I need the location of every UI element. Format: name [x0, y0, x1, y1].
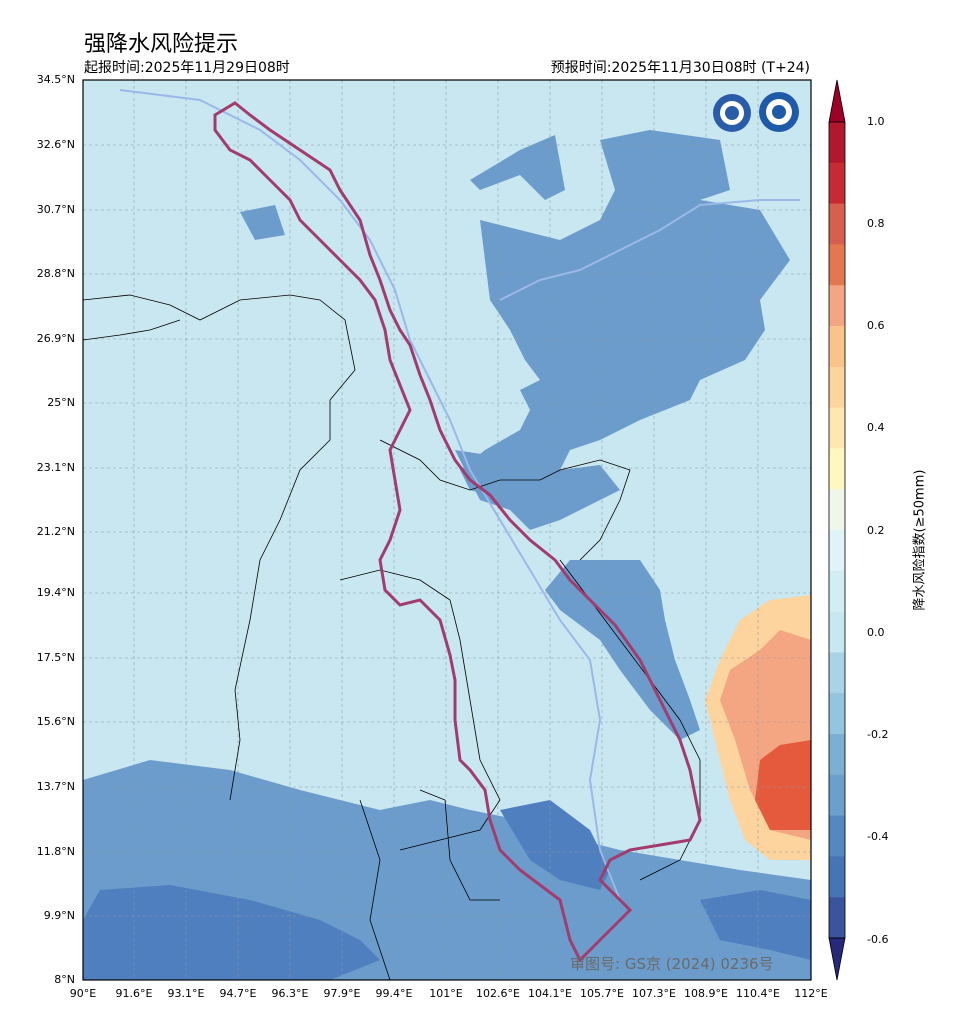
y-tick-label: 8°N — [54, 973, 75, 986]
colorbar-segment — [829, 326, 845, 368]
x-tick-label: 97.9°E — [323, 987, 361, 1000]
colorbar — [828, 79, 846, 981]
colorbar-segment — [829, 856, 845, 898]
colorbar-segment — [829, 815, 845, 857]
colorbar-tick-label: 1.0 — [867, 115, 885, 128]
colorbar-tick-label: -0.6 — [867, 933, 889, 946]
colorbar-segment — [829, 407, 845, 449]
y-tick-label: 23.1°N — [36, 461, 75, 474]
colorbar-segment — [829, 611, 845, 653]
x-tick-label: 90°E — [69, 987, 97, 1000]
x-tick-label: 101°E — [429, 987, 463, 1000]
map-area[interactable] — [83, 80, 811, 980]
x-tick-label: 108.9°E — [684, 987, 728, 1000]
colorbar-tick-label: 0.0 — [867, 626, 885, 639]
y-tick-label: 13.7°N — [36, 780, 75, 793]
issue-time: 起报时间:2025年11月29日08时 — [84, 60, 290, 76]
colorbar-tick-label: 0.4 — [867, 421, 885, 434]
colorbar-tick-label: 0.2 — [867, 524, 885, 537]
x-tick-label: 104.1°E — [528, 987, 572, 1000]
risk-low-tibet — [240, 205, 285, 240]
map-frame — [82, 79, 812, 981]
basin-boundary — [213, 101, 702, 963]
map-approval-number: 审图号: GS京 (2024) 0236号 — [570, 955, 774, 973]
y-tick-label: 21.2°N — [36, 525, 75, 538]
x-tick-label: 107.3°E — [632, 987, 676, 1000]
y-tick-label: 15.6°N — [36, 715, 75, 728]
y-tick-label: 34.5°N — [36, 73, 75, 86]
y-tick-label: 9.9°N — [43, 909, 75, 922]
colorbar-segment — [829, 570, 845, 613]
country-borders — [83, 294, 701, 980]
risk-low-central — [455, 450, 700, 740]
y-tick-label: 17.5°N — [36, 651, 75, 664]
x-tick-label: 110.4°E — [736, 987, 780, 1000]
colorbar-segment — [829, 734, 845, 776]
x-tick-label: 112°E — [794, 987, 828, 1000]
colorbar-segment — [829, 530, 845, 572]
colorbar-segment — [829, 652, 845, 694]
cma-logo — [759, 92, 799, 132]
x-tick-label: 105.7°E — [580, 987, 624, 1000]
colorbar-segment — [829, 244, 845, 286]
colorbar-segment — [829, 693, 845, 735]
colorbar-segment — [829, 285, 845, 327]
page-title: 强降水风险提示 — [84, 32, 239, 57]
colorbar-segment — [829, 122, 845, 164]
y-tick-label: 25°N — [47, 396, 75, 409]
x-tick-label: 102.6°E — [476, 987, 520, 1000]
colorbar-segment — [829, 366, 845, 409]
risk-highest-area — [755, 740, 811, 830]
x-tick-label: 93.1°E — [167, 987, 205, 1000]
x-tick-label: 99.4°E — [375, 987, 413, 1000]
colorbar-tick-label: 0.8 — [867, 217, 885, 230]
colorbar-segment — [829, 448, 845, 490]
colorbar-segment — [829, 774, 845, 817]
x-tick-label: 91.6°E — [115, 987, 153, 1000]
colorbar-segment — [829, 162, 845, 205]
y-tick-label: 32.6°N — [36, 138, 75, 151]
colorbar-label: 降水风险指数(≥50mm) — [912, 469, 928, 611]
risk-low-north — [460, 130, 790, 500]
colorbar-segment — [829, 203, 845, 245]
wmo-logo — [713, 94, 751, 132]
major-rivers — [119, 89, 800, 901]
y-tick-label: 30.7°N — [36, 203, 75, 216]
colorbar-tick-label: 0.6 — [867, 319, 885, 332]
colorbar-tick-label: -0.2 — [867, 728, 889, 741]
x-tick-label: 96.3°E — [271, 987, 309, 1000]
risk-lower-south — [83, 800, 811, 980]
y-tick-label: 26.9°N — [36, 332, 75, 345]
colorbar-segment — [829, 897, 845, 939]
colorbar-segment — [829, 489, 845, 531]
colorbar-tick-label: -0.4 — [867, 830, 889, 843]
y-tick-label: 11.8°N — [36, 845, 75, 858]
valid-time: 预报时间:2025年11月30日08时 (T+24) — [550, 60, 810, 76]
grid-lines — [83, 80, 811, 980]
y-tick-label: 28.8°N — [36, 267, 75, 280]
x-tick-label: 94.7°E — [219, 987, 257, 1000]
y-tick-label: 19.4°N — [36, 586, 75, 599]
